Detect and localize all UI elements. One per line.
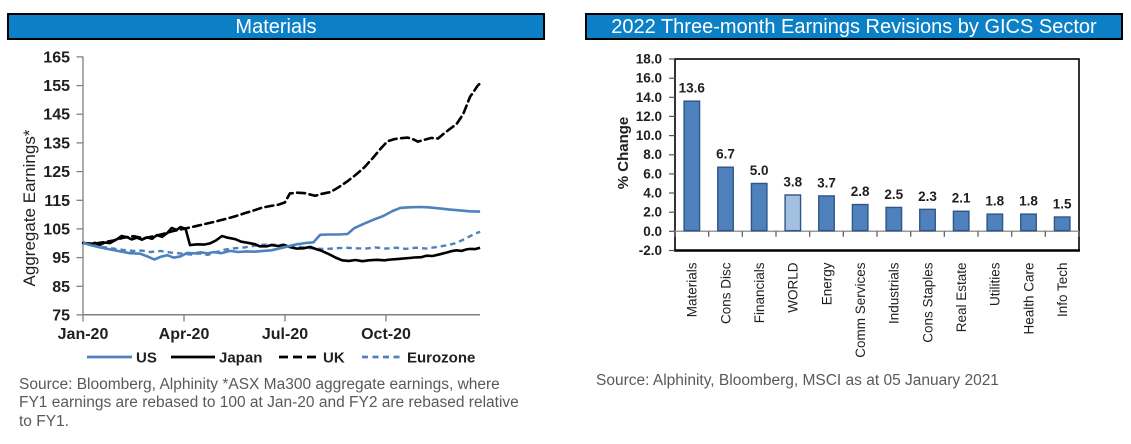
svg-text:2.8: 2.8 — [851, 184, 870, 199]
svg-text:Aggregate Earnings*: Aggregate Earnings* — [20, 129, 39, 286]
svg-text:85: 85 — [52, 279, 70, 296]
svg-text:75: 75 — [52, 307, 70, 324]
svg-text:16.0: 16.0 — [636, 71, 662, 86]
svg-text:1.5: 1.5 — [1053, 197, 1072, 212]
svg-text:145: 145 — [43, 107, 70, 124]
svg-text:Cons Staples: Cons Staples — [920, 262, 935, 343]
svg-text:2.1: 2.1 — [952, 191, 971, 206]
svg-text:14.0: 14.0 — [636, 90, 662, 105]
svg-text:Real Estate: Real Estate — [954, 263, 969, 333]
svg-text:6.7: 6.7 — [716, 147, 735, 162]
svg-text:Cons Disc: Cons Disc — [718, 262, 733, 324]
svg-text:4.0: 4.0 — [643, 186, 662, 201]
svg-text:Energy: Energy — [819, 262, 834, 305]
svg-text:105: 105 — [43, 221, 70, 238]
svg-text:Info Tech: Info Tech — [1055, 263, 1070, 318]
svg-text:6.0: 6.0 — [643, 166, 662, 181]
svg-text:115: 115 — [44, 193, 70, 210]
svg-text:Oct-20: Oct-20 — [361, 326, 411, 343]
svg-text:95: 95 — [52, 250, 70, 267]
svg-text:Utilities: Utilities — [988, 262, 1003, 306]
svg-text:13.6: 13.6 — [679, 81, 706, 96]
svg-text:-2.0: -2.0 — [639, 243, 662, 258]
svg-text:Eurozone: Eurozone — [407, 350, 475, 367]
svg-text:% Change: % Change — [615, 117, 632, 190]
svg-text:Jan-20: Jan-20 — [58, 326, 109, 343]
svg-text:Jul-20: Jul-20 — [262, 326, 308, 343]
svg-text:1.8: 1.8 — [985, 194, 1004, 209]
svg-text:UK: UK — [323, 350, 345, 367]
svg-text:12.0: 12.0 — [636, 109, 662, 124]
svg-text:US: US — [136, 350, 157, 367]
svg-text:8.0: 8.0 — [643, 147, 662, 162]
svg-text:2.5: 2.5 — [884, 187, 903, 202]
svg-text:18.0: 18.0 — [636, 52, 662, 67]
svg-text:Industrials: Industrials — [887, 262, 902, 324]
svg-text:2.0: 2.0 — [643, 205, 662, 220]
svg-text:3.8: 3.8 — [783, 175, 802, 190]
svg-text:Comm Services: Comm Services — [853, 262, 868, 358]
svg-text:WORLD: WORLD — [786, 262, 801, 313]
svg-text:2.3: 2.3 — [918, 189, 937, 204]
svg-text:135: 135 — [43, 135, 70, 152]
svg-text:1.8: 1.8 — [1019, 194, 1038, 209]
svg-text:Materials: Materials — [685, 262, 700, 317]
svg-text:0.0: 0.0 — [643, 224, 662, 239]
svg-text:10.0: 10.0 — [636, 128, 662, 143]
svg-text:5.0: 5.0 — [750, 163, 769, 178]
svg-text:Financials: Financials — [752, 262, 767, 323]
svg-text:Apr-20: Apr-20 — [159, 326, 210, 343]
svg-text:3.7: 3.7 — [817, 175, 836, 190]
svg-text:165: 165 — [43, 49, 70, 66]
svg-text:125: 125 — [43, 164, 70, 181]
svg-text:Health Care: Health Care — [1021, 263, 1036, 335]
svg-text:Japan: Japan — [219, 350, 262, 367]
svg-text:155: 155 — [43, 78, 70, 95]
